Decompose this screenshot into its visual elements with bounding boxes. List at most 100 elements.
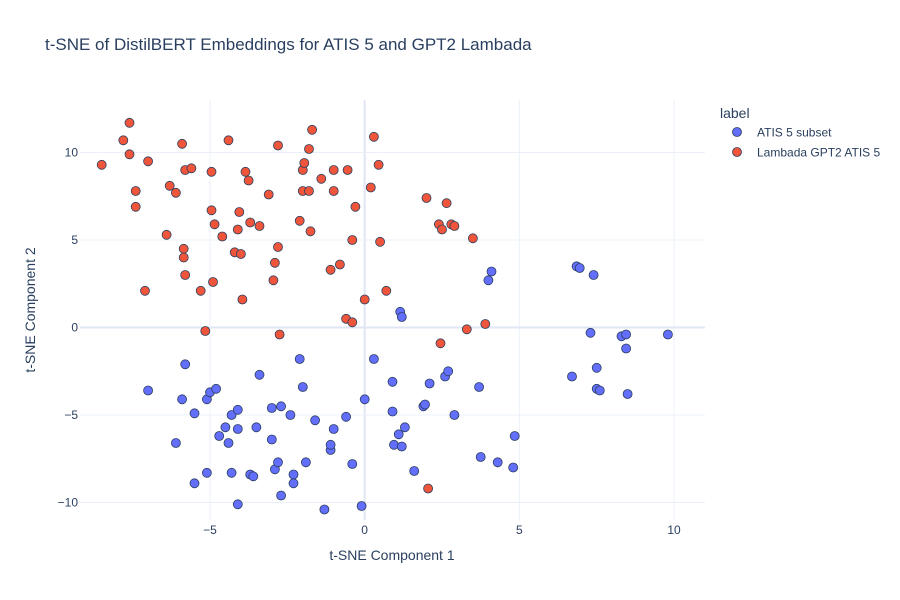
lambada-point[interactable] bbox=[240, 166, 251, 177]
lambada-point[interactable] bbox=[294, 215, 305, 226]
lambada-point[interactable] bbox=[170, 187, 181, 198]
lambada-point[interactable] bbox=[254, 221, 265, 231]
lambada-point[interactable] bbox=[223, 135, 234, 146]
atis-point[interactable] bbox=[393, 429, 404, 440]
lambada-point[interactable] bbox=[342, 165, 353, 175]
lambada-point[interactable] bbox=[178, 243, 189, 254]
lambada-point[interactable] bbox=[449, 221, 460, 231]
atis-point[interactable] bbox=[449, 410, 460, 420]
atis-point[interactable] bbox=[396, 312, 407, 322]
lambada-point[interactable] bbox=[441, 198, 452, 209]
lambada-point[interactable] bbox=[299, 158, 310, 168]
atis-point[interactable] bbox=[266, 434, 277, 445]
atis-point[interactable] bbox=[170, 438, 181, 448]
lambada-point[interactable] bbox=[118, 135, 129, 146]
atis-point[interactable] bbox=[294, 354, 305, 364]
lambada-point[interactable] bbox=[161, 229, 172, 240]
lambada-point[interactable] bbox=[307, 124, 318, 135]
lambada-point[interactable] bbox=[304, 144, 314, 154]
atis-point[interactable] bbox=[297, 382, 308, 392]
atis-point[interactable] bbox=[276, 401, 287, 412]
atis-point[interactable] bbox=[359, 394, 370, 405]
atis-point[interactable] bbox=[585, 327, 596, 338]
lambada-point[interactable] bbox=[328, 186, 339, 196]
atis-point[interactable] bbox=[248, 471, 259, 482]
lambada-point[interactable] bbox=[178, 252, 189, 263]
atis-point[interactable] bbox=[396, 441, 407, 452]
atis-point[interactable] bbox=[226, 467, 237, 478]
lambada-point[interactable] bbox=[235, 249, 246, 259]
atis-point[interactable] bbox=[232, 424, 243, 434]
atis-point[interactable] bbox=[368, 354, 379, 364]
lambada-point[interactable] bbox=[195, 285, 206, 296]
lambada-point[interactable] bbox=[124, 149, 135, 160]
atis-point[interactable] bbox=[300, 457, 311, 468]
atis-point[interactable] bbox=[223, 438, 234, 448]
lambada-point[interactable] bbox=[437, 224, 447, 235]
legend-item-lambada[interactable]: Lambada GPT2 ATIS 5 bbox=[732, 146, 881, 160]
lambada-point[interactable] bbox=[347, 317, 358, 328]
lambada-point[interactable] bbox=[206, 166, 217, 177]
lambada-point[interactable] bbox=[268, 275, 279, 286]
lambada-point[interactable] bbox=[304, 186, 314, 196]
atis-point[interactable] bbox=[285, 410, 296, 420]
atis-point[interactable] bbox=[189, 478, 200, 489]
lambada-point[interactable] bbox=[180, 270, 191, 280]
atis-point[interactable] bbox=[420, 399, 430, 410]
lambada-point[interactable] bbox=[96, 159, 107, 170]
atis-point[interactable] bbox=[443, 366, 454, 377]
atis-point[interactable] bbox=[276, 490, 287, 501]
atis-point[interactable] bbox=[251, 422, 262, 433]
atis-point[interactable] bbox=[189, 408, 200, 419]
lambada-point[interactable] bbox=[316, 173, 327, 184]
atis-point[interactable] bbox=[567, 371, 577, 382]
atis-point[interactable] bbox=[574, 263, 585, 273]
lambada-point[interactable] bbox=[243, 175, 254, 186]
atis-point[interactable] bbox=[143, 385, 154, 396]
atis-point[interactable] bbox=[319, 504, 330, 515]
atis-point[interactable] bbox=[310, 415, 321, 426]
lambada-point[interactable] bbox=[273, 242, 283, 252]
lambada-point[interactable] bbox=[140, 285, 150, 296]
atis-point[interactable] bbox=[341, 411, 352, 422]
lambada-point[interactable] bbox=[274, 329, 285, 340]
atis-point[interactable] bbox=[180, 359, 191, 370]
lambada-point[interactable] bbox=[206, 205, 217, 216]
atis-point[interactable] bbox=[622, 389, 633, 399]
atis-point[interactable] bbox=[399, 422, 410, 433]
lambada-point[interactable] bbox=[130, 201, 141, 212]
lambada-point[interactable] bbox=[164, 180, 175, 191]
atis-point[interactable] bbox=[226, 410, 237, 420]
atis-point[interactable] bbox=[483, 275, 494, 286]
lambada-point[interactable] bbox=[421, 193, 432, 203]
atis-point[interactable] bbox=[492, 457, 503, 468]
lambada-point[interactable] bbox=[143, 156, 154, 167]
lambada-point[interactable] bbox=[209, 219, 220, 230]
lambada-point[interactable] bbox=[177, 138, 188, 149]
lambada-point[interactable] bbox=[237, 294, 248, 305]
lambada-point[interactable] bbox=[186, 163, 197, 174]
lambada-point[interactable] bbox=[200, 326, 211, 336]
lambada-point[interactable] bbox=[273, 140, 283, 151]
atis-point[interactable] bbox=[347, 459, 358, 469]
atis-point[interactable] bbox=[232, 404, 243, 415]
lambada-point[interactable] bbox=[245, 217, 256, 228]
lambada-point[interactable] bbox=[423, 483, 434, 494]
legend-item-atis[interactable]: ATIS 5 subset bbox=[732, 126, 833, 140]
lambada-point[interactable] bbox=[328, 165, 339, 175]
lambada-point[interactable] bbox=[130, 186, 141, 196]
atis-point[interactable] bbox=[474, 382, 485, 392]
atis-point[interactable] bbox=[486, 266, 497, 277]
atis-point[interactable] bbox=[356, 501, 367, 511]
atis-point[interactable] bbox=[475, 452, 486, 462]
lambada-point[interactable] bbox=[365, 182, 376, 193]
lambada-point[interactable] bbox=[269, 257, 280, 268]
atis-point[interactable] bbox=[232, 499, 243, 510]
atis-point[interactable] bbox=[594, 385, 605, 396]
lambada-point[interactable] bbox=[368, 131, 379, 142]
lambada-point[interactable] bbox=[325, 264, 336, 275]
lambada-point[interactable] bbox=[435, 338, 446, 349]
atis-point[interactable] bbox=[509, 431, 520, 441]
atis-point[interactable] bbox=[588, 270, 599, 280]
lambada-point[interactable] bbox=[381, 285, 392, 296]
